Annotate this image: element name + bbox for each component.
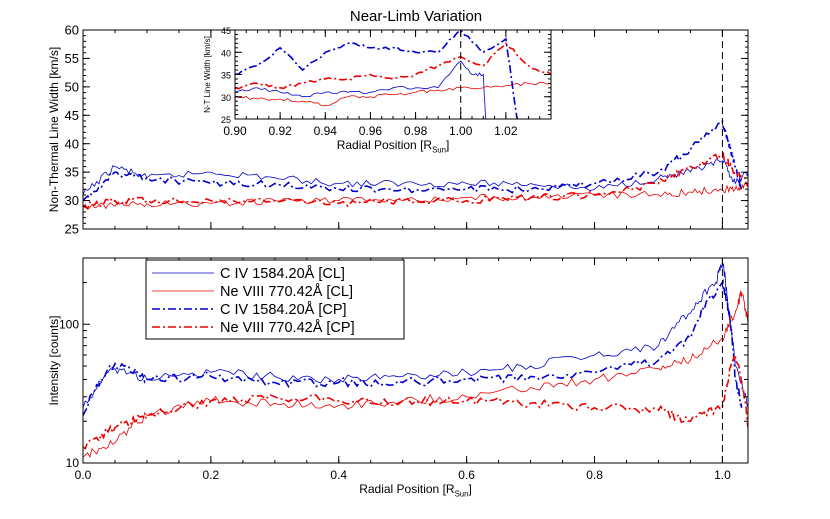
series-ne-viii-770-42-cp	[235, 42, 551, 90]
legend-entry-ne-viii-770-42-cl: Ne VIII 770.42Å [CL]	[220, 283, 353, 300]
g-inset-background	[235, 30, 551, 119]
series-c-iv-1584-20-cl	[83, 159, 748, 196]
g-bottom-series-group	[83, 262, 748, 459]
g-top-y-axis-label: Non-Thermal Line Width [km/s]	[47, 47, 61, 212]
series-ne-viii-770-42-cl	[83, 181, 748, 210]
bottom-panel: 10 100 0.0 0.2 0.4 0.6 0.8 1.0 Intensity [counts…	[47, 257, 749, 499]
series-c-iv-1584-20-cp	[83, 119, 743, 202]
g-bottom-y-axis-label: Intensity [counts]	[47, 315, 61, 405]
y-tick-label: 50	[65, 79, 79, 94]
legend-entry-c-iv-1584-20-cp: C IV 1584.20Å [CP]	[220, 301, 347, 318]
x-tick-label: 1.0	[714, 468, 731, 482]
x-tick-label: 0.6	[458, 468, 475, 482]
y-tick-label: 45	[221, 26, 231, 36]
g-top-series-group	[83, 119, 748, 210]
x-tick-label: 0.94	[314, 124, 338, 138]
y-tick-label: 100	[59, 317, 79, 331]
x-tick-label: 0.90	[223, 124, 247, 138]
series-c-iv-1584-20-cl	[235, 60, 486, 119]
y-tick-label: 25	[221, 115, 231, 125]
x-tick-label: 0.96	[359, 124, 383, 138]
series-ne-viii-770-42-cp	[83, 151, 748, 210]
g-inset-y-axis-label: N-T Line Width [km/s]	[203, 36, 212, 113]
series-c-iv-1584-20-cl	[83, 262, 748, 408]
y-tick-label: 55	[65, 51, 79, 66]
y-tick-label: 35	[65, 165, 79, 180]
figure-title: Near-Limb Variation	[350, 8, 482, 25]
series-ne-viii-770-42-cl	[83, 290, 748, 459]
x-tick-label: 1.02	[494, 124, 518, 138]
x-tick-label: 0.0	[75, 468, 92, 482]
y-tick-label: 25	[65, 222, 79, 237]
legend-entry-ne-viii-770-42-cp: Ne VIII 770.42Å [CP]	[220, 319, 355, 336]
g-bottom-frame	[82, 257, 749, 464]
g-inset-x-axis-label: Radial Position [RSun]	[337, 138, 450, 155]
series-ne-viii-770-42-cl	[235, 81, 551, 107]
x-tick-label: 0.8	[586, 468, 603, 482]
y-tick-label: 40	[221, 48, 231, 58]
y-tick-label: 45	[65, 108, 79, 123]
g-inset-series-group	[235, 30, 551, 119]
x-tick-label: 0.2	[203, 468, 220, 482]
y-tick-label: 40	[65, 136, 79, 151]
series-c-iv-1584-20-cp	[235, 30, 518, 119]
g-bottom-x-axis-label: Radial Position [RSun]	[359, 482, 472, 499]
x-tick-label: 0.4	[330, 468, 347, 482]
y-tick-label: 30	[221, 93, 231, 103]
y-tick-label: 10	[66, 456, 80, 470]
inset-panel: 25 30 35 40 45 0.90 0.92 0.94 0.96 0.98 1.00 1.02 N-…	[203, 26, 552, 155]
x-tick-label: 1.00	[449, 124, 473, 138]
y-tick-label: 60	[65, 23, 79, 38]
legend-entry-c-iv-1584-20-cl: C IV 1584.20Å [CL]	[220, 265, 345, 282]
y-tick-label: 35	[221, 71, 231, 81]
series-c-iv-1584-20-cp	[83, 278, 743, 416]
x-tick-label: 0.98	[404, 124, 428, 138]
x-tick-label: 0.92	[268, 124, 292, 138]
series-ne-viii-770-42-cp	[83, 354, 748, 450]
y-tick-label: 30	[65, 193, 79, 208]
